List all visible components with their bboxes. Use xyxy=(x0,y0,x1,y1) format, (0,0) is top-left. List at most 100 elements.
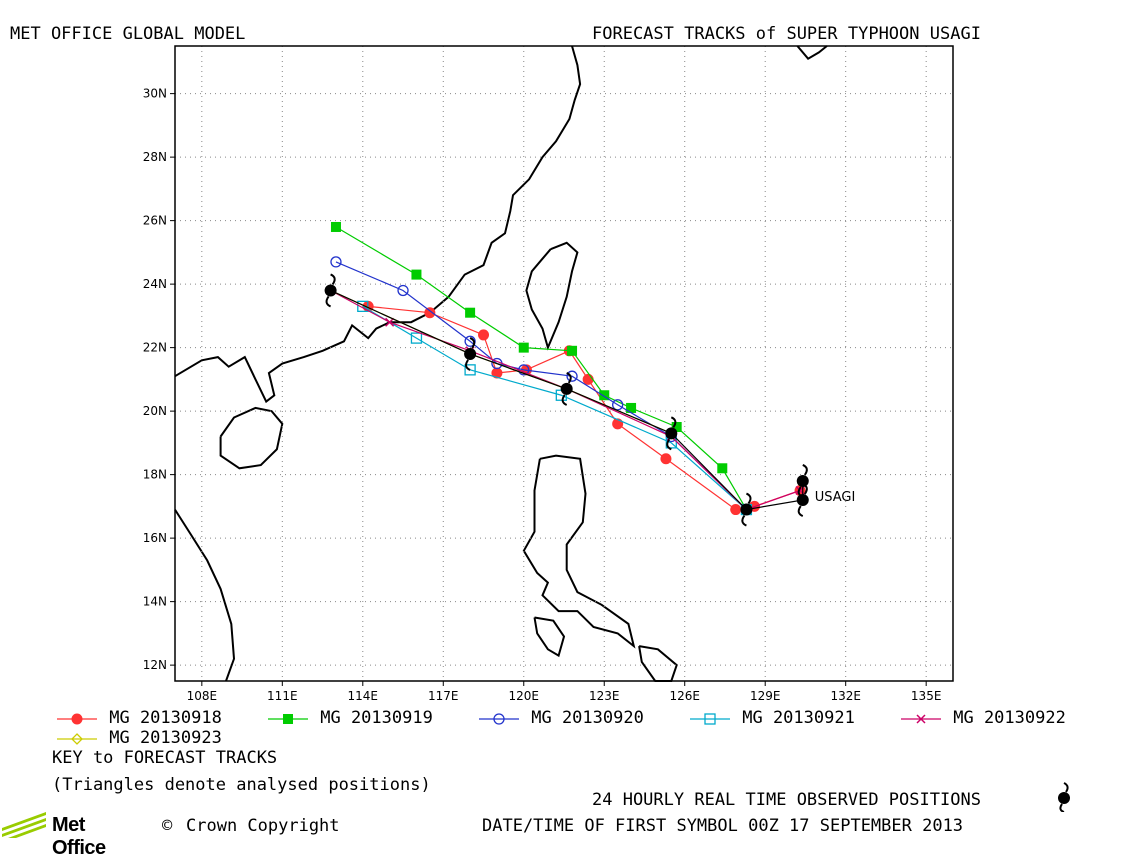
lat-tick-label: 20N xyxy=(143,404,167,418)
hainan xyxy=(219,406,284,470)
logo-swoosh-icon xyxy=(2,812,46,838)
track-point xyxy=(330,256,342,268)
track-point xyxy=(717,463,728,474)
legend-marker xyxy=(283,713,293,724)
lon-tick-label: 123E xyxy=(589,689,620,703)
legend-label: MG 20130920 xyxy=(521,708,644,728)
legend-marker xyxy=(704,712,716,725)
legend-label: MG 20130918 xyxy=(99,708,222,728)
lon-tick-label: 114E xyxy=(348,689,379,703)
legend-swatch xyxy=(690,712,730,725)
lon-tick-labels: 108E 111E 114E 117E 120E 123E 126E 129E 132E 135E xyxy=(187,689,942,703)
track-point xyxy=(671,422,682,432)
left-title: MET OFFICE GLOBAL MODEL xyxy=(10,24,246,44)
copyright-text: Crown Copyright xyxy=(186,816,340,836)
lat-tick-labels: 12N 14N 16N 18N 20N 22N 24N 26N 28N 30N xyxy=(143,87,167,673)
legend-item: MG 20130923 xyxy=(55,730,222,748)
taiwan xyxy=(525,241,579,351)
lon-tick-label: 120E xyxy=(509,689,540,703)
legend-item: MG 20130919 xyxy=(266,710,433,728)
legend-marker xyxy=(493,712,505,725)
lat-tick-label: 22N xyxy=(143,341,167,355)
track-point xyxy=(464,335,476,347)
luzon xyxy=(522,454,636,649)
date-time-label: DATE/TIME OF FIRST SYMBOL 00Z 17 SEPTEMB… xyxy=(482,816,964,836)
track-point xyxy=(464,364,476,376)
indochina xyxy=(174,509,236,682)
legend-label: MG 20130919 xyxy=(310,708,433,728)
track-point xyxy=(796,464,809,498)
legend-label: MG 20130922 xyxy=(943,708,1066,728)
legend-item: MG 20130920 xyxy=(477,710,644,728)
lat-tick-label: 28N xyxy=(143,150,167,164)
lon-tick-label: 111E xyxy=(267,689,298,703)
track-point xyxy=(665,416,678,451)
lat-tick-label: 16N xyxy=(143,531,167,545)
right-title: FORECAST TRACKS of SUPER TYPHOON USAGI xyxy=(592,24,981,44)
track-point xyxy=(796,483,809,517)
legend-item: MG 20130918 xyxy=(55,710,222,728)
track-point xyxy=(582,373,594,385)
lon-tick-label: 129E xyxy=(750,689,781,703)
lon-tick-label: 135E xyxy=(911,689,942,703)
track-point xyxy=(478,329,490,341)
legend-swatch xyxy=(57,713,97,724)
map-frame xyxy=(174,45,954,682)
map-canvas: 108E 111E 114E 117E 120E 123E 126E 129E 132E 135E… xyxy=(143,45,954,703)
legend-swatch xyxy=(901,713,941,724)
track-point xyxy=(324,273,337,308)
track-point xyxy=(411,269,422,280)
track-point xyxy=(424,307,436,319)
track-point xyxy=(357,300,369,313)
logo-text: Met Office xyxy=(52,814,106,859)
mindoro xyxy=(533,616,566,658)
legend-swatch xyxy=(57,732,97,745)
track-point xyxy=(599,390,610,401)
legend-item: MG 20130922 xyxy=(899,710,1066,728)
track-point xyxy=(612,418,624,430)
legend-marker xyxy=(71,732,83,745)
lat-tick-label: 18N xyxy=(143,468,167,482)
track-point xyxy=(740,492,753,527)
track-point xyxy=(566,370,578,382)
lat-tick-label: 30N xyxy=(143,87,167,101)
key-note: (Triangles denote analysed positions) xyxy=(52,775,431,795)
lat-tick-label: 24N xyxy=(143,277,167,291)
lon-tick-label: 126E xyxy=(669,689,700,703)
track-point xyxy=(518,342,529,353)
legend-label: MG 20130923 xyxy=(99,728,222,748)
track-line xyxy=(335,226,747,510)
legend-marker xyxy=(916,713,926,724)
lat-tick-label: 26N xyxy=(143,214,167,228)
track-point xyxy=(660,453,672,465)
kyushu-tip xyxy=(796,45,828,60)
track-point xyxy=(330,221,341,232)
forecast-tracks xyxy=(324,221,809,527)
legend-marker xyxy=(71,713,83,724)
track-point xyxy=(397,284,409,297)
key-title: KEY to FORECAST TRACKS xyxy=(52,748,278,768)
track-point xyxy=(410,332,423,344)
track-point xyxy=(626,402,637,413)
track-point xyxy=(567,345,578,356)
track-point xyxy=(560,371,573,406)
track-point xyxy=(465,307,476,318)
track-point xyxy=(385,317,395,327)
lon-tick-label: 117E xyxy=(428,689,459,703)
legend-swatch xyxy=(479,712,519,725)
storm-label: USAGI xyxy=(815,490,856,505)
samar xyxy=(638,645,678,682)
lat-tick-label: 14N xyxy=(143,595,167,609)
track-line xyxy=(362,305,747,510)
lon-tick-label: 108E xyxy=(187,689,218,703)
lon-tick-label: 132E xyxy=(830,689,861,703)
legend-item: MG 20130921 xyxy=(688,710,855,728)
legend-swatch xyxy=(268,713,308,724)
track-point xyxy=(730,504,742,516)
lat-tick-label: 12N xyxy=(143,658,167,672)
track-mg-20130920 xyxy=(330,256,753,516)
copyright-symbol: © xyxy=(162,816,173,836)
track-point xyxy=(464,337,477,371)
track-mg-20130919 xyxy=(330,221,752,515)
legend-label: MG 20130921 xyxy=(732,708,855,728)
